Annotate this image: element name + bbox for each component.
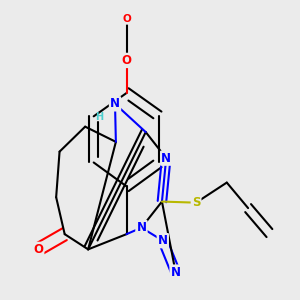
Text: H: H — [95, 112, 103, 122]
Text: N: N — [110, 98, 120, 110]
Text: N: N — [158, 234, 168, 247]
Text: N: N — [161, 152, 171, 165]
Text: S: S — [192, 196, 200, 209]
Text: N: N — [171, 266, 181, 279]
Text: O: O — [33, 243, 43, 256]
Text: N: N — [136, 221, 146, 234]
Text: O: O — [122, 54, 131, 67]
Text: O: O — [122, 14, 131, 24]
